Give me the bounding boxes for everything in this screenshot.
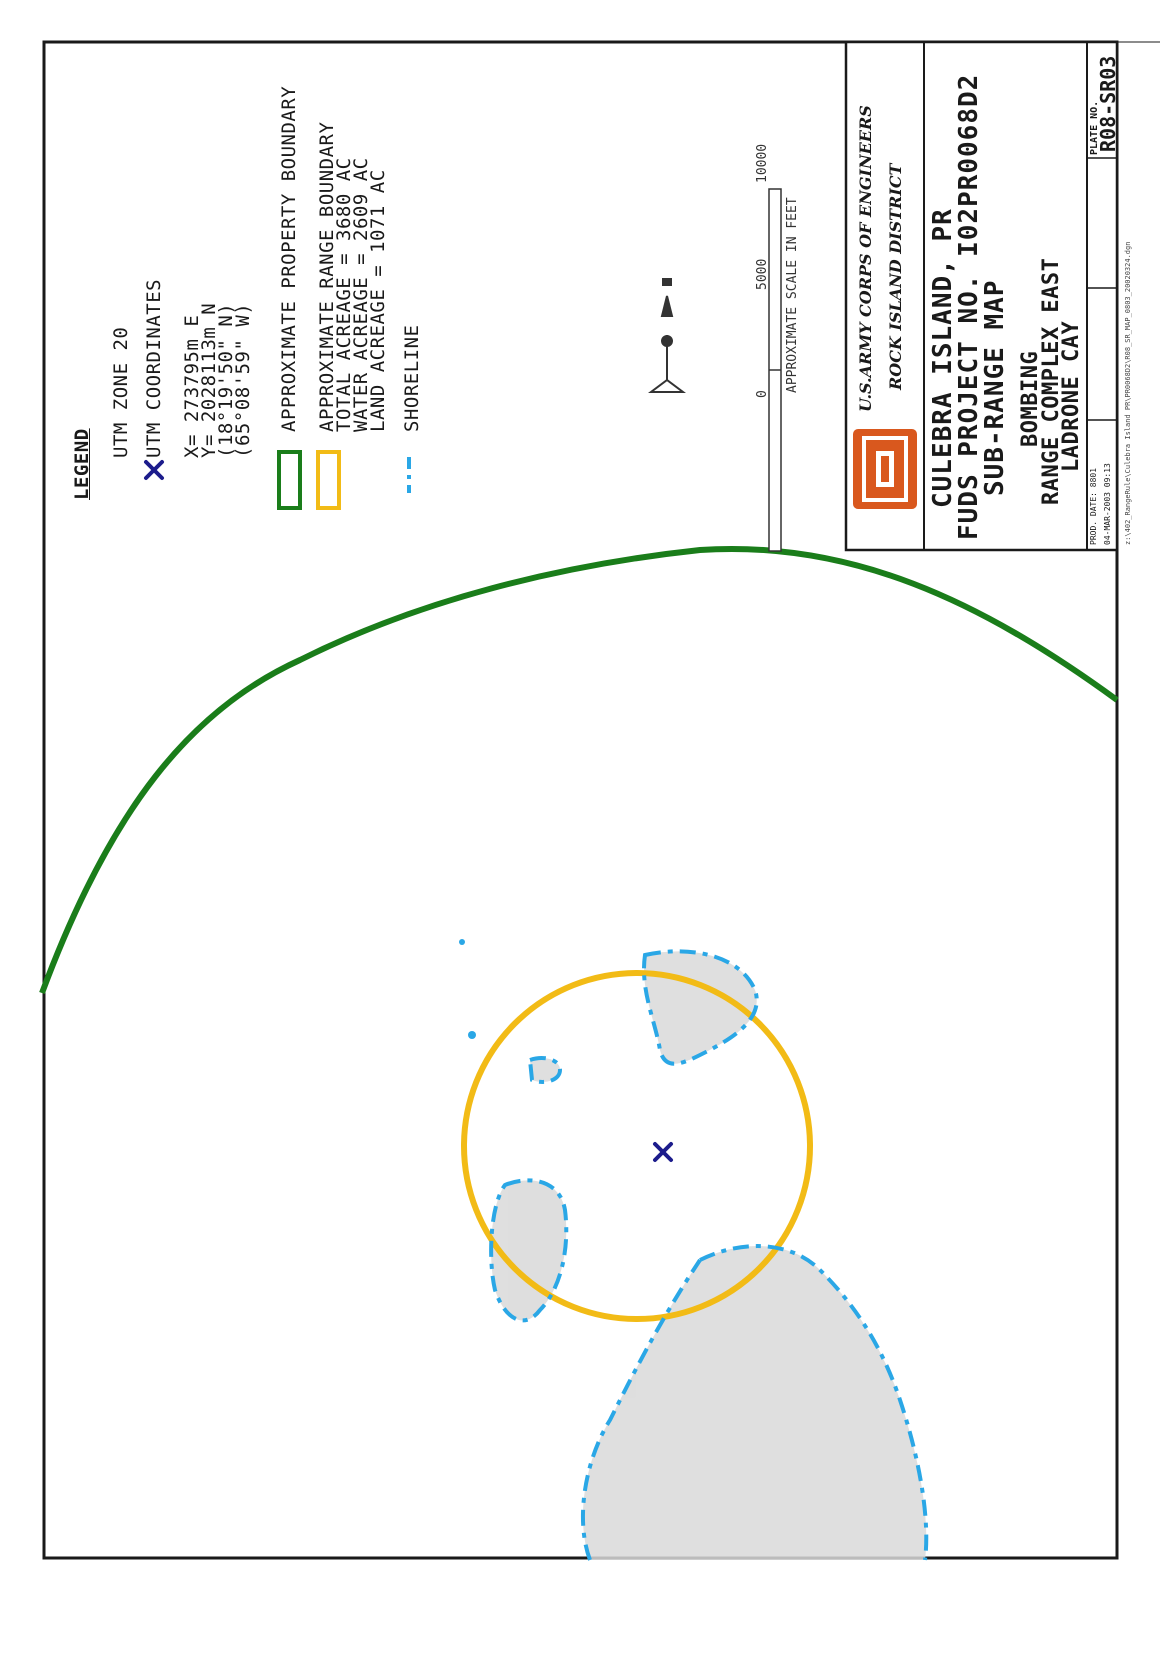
legend-coord-lon: (65°08'59" W) <box>232 302 254 458</box>
scale-bar <box>768 188 782 552</box>
prod-date-label: PROD. DATE: 8801 <box>1089 467 1098 545</box>
shoreline-dot <box>459 939 465 945</box>
legend-utm-zone: UTM ZONE 20 <box>110 326 132 458</box>
title-line-culebra: CULEBRA ISLAND, PR <box>928 208 958 508</box>
scale-tick-10000: 10000 <box>755 143 770 183</box>
drawing-file-path: z:\402_RangeRule\Culebra Island PR\PR006… <box>1124 241 1132 545</box>
range-boundary-circle <box>461 970 813 1322</box>
scale-tick-0: 0 <box>755 390 770 398</box>
legend-range-swatch <box>316 450 341 510</box>
shoreline-dot <box>468 1031 476 1039</box>
prod-date-value: 04-MAR-2003 09:13 <box>1103 463 1112 545</box>
usace-castle-logo <box>853 429 917 509</box>
utm-marker <box>653 1142 673 1162</box>
north-arrow-icon <box>648 278 686 393</box>
property-boundary-arc <box>39 545 1119 995</box>
legend-property-swatch <box>277 450 302 510</box>
legend-shoreline-label: SHORELINE <box>401 324 423 432</box>
shoreline-lines <box>489 949 929 1561</box>
scale-label: APPROXIMATE SCALE IN FEET <box>785 197 800 393</box>
title-block-district: ROCK ISLAND DISTRICT <box>886 163 905 390</box>
legend-utm-symbol <box>144 460 164 480</box>
subtitle-ladrone-cay: LADRONE CAY <box>1059 320 1084 472</box>
map-frame <box>42 40 1119 1560</box>
title-line-sub-range-map: SUB-RANGE MAP <box>980 279 1010 497</box>
plate-number: R08-SR03 <box>1096 55 1120 152</box>
scale-tick-5000: 5000 <box>755 258 770 290</box>
legend-property-boundary-label: APPROXIMATE PROPERTY BOUNDARY <box>278 85 300 432</box>
title-line-fuds-project: FUDS PROJECT NO. I02PR0068D2 <box>954 73 984 540</box>
legend-title: LEGEND <box>71 428 93 500</box>
legend-land-acreage: LAND ACREAGE = 1071 AC <box>367 169 389 432</box>
legend-utm-coordinates-label: UTM COORDINATES <box>143 278 165 458</box>
title-block-organization: U.S.ARMY CORPS OF ENGINEERS <box>856 105 875 412</box>
